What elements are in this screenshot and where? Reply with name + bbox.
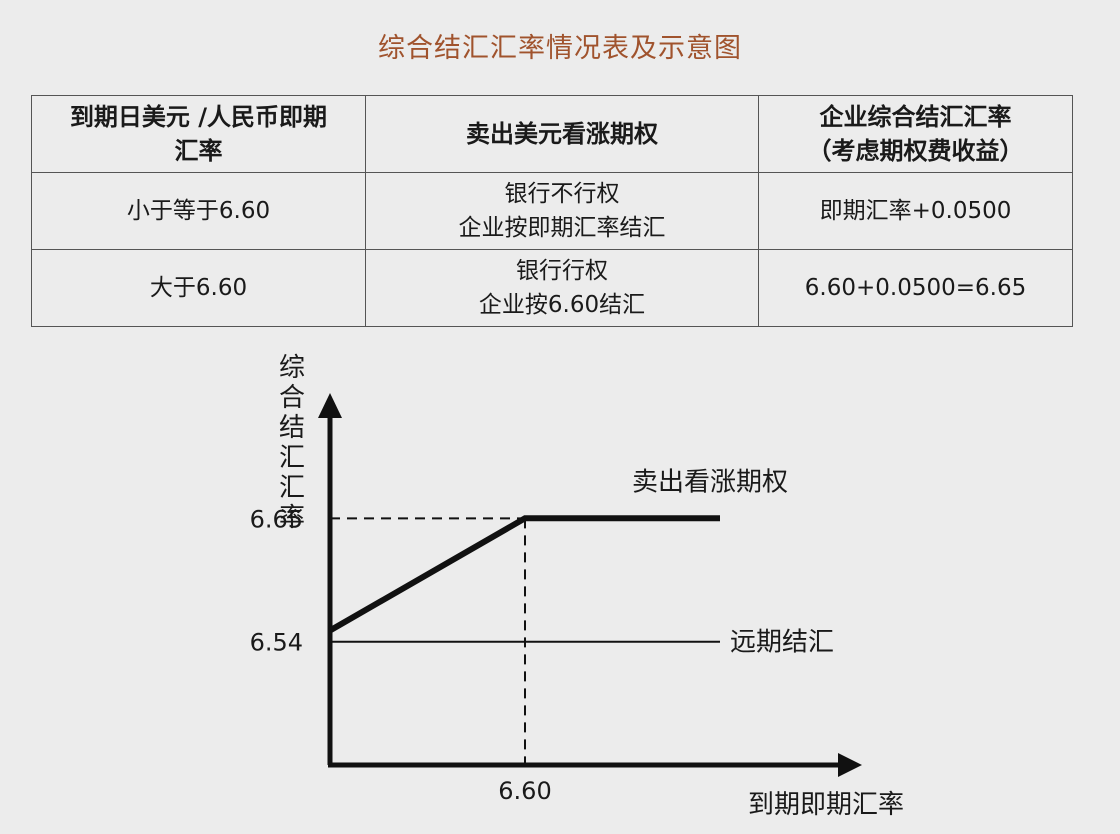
table-row: 小于等于6.60 银行不行权 企业按即期汇率结汇 即期汇率+0.0500 <box>31 172 1073 250</box>
cell-condition: 小于等于6.60 <box>31 172 366 250</box>
series-label-call-option: 卖出看涨期权 <box>632 467 788 497</box>
y-axis-label-char: 率 <box>279 503 305 533</box>
series-label-forward: 远期结汇 <box>730 628 834 658</box>
y-axis-label-char: 合 <box>279 383 305 413</box>
y-tick-label: 6.54 <box>250 629 303 657</box>
header-combined-rate: 企业综合结汇汇率 （考虑期权费收益） <box>758 95 1073 173</box>
y-axis-arrow-icon <box>318 393 342 418</box>
header-spot-rate: 到期日美元 /人民币即期 汇率 <box>31 95 366 173</box>
cell-condition: 大于6.60 <box>31 249 366 327</box>
y-axis-label-char: 汇 <box>279 443 305 473</box>
x-axis-arrow-icon <box>838 753 862 777</box>
table-header-row: 到期日美元 /人民币即期 汇率 卖出美元看涨期权 企业综合结汇汇率 （考虑期权费… <box>31 95 1073 173</box>
table-row: 大于6.60 银行行权 企业按6.60结汇 6.60+0.0500=6.65 <box>31 249 1073 327</box>
page-title: 综合结汇汇率情况表及示意图 <box>378 33 742 64</box>
rate-table: 到期日美元 /人民币即期 汇率 卖出美元看涨期权 企业综合结汇汇率 （考虑期权费… <box>31 95 1073 327</box>
y-axis-label-char: 结 <box>279 413 305 443</box>
x-axis-label: 到期即期汇率 <box>748 790 904 820</box>
cell-rate: 6.60+0.0500=6.65 <box>758 249 1073 327</box>
x-tick-label: 6.60 <box>498 777 551 805</box>
y-axis-label: 综合结汇汇率 <box>279 353 305 533</box>
y-axis-label-char: 综 <box>279 353 305 383</box>
y-axis-label-char: 汇 <box>279 473 305 503</box>
series-line-call-option <box>328 515 720 634</box>
cell-action: 银行行权 企业按6.60结汇 <box>365 249 759 327</box>
y-tick-label: 6.65 <box>250 505 303 533</box>
